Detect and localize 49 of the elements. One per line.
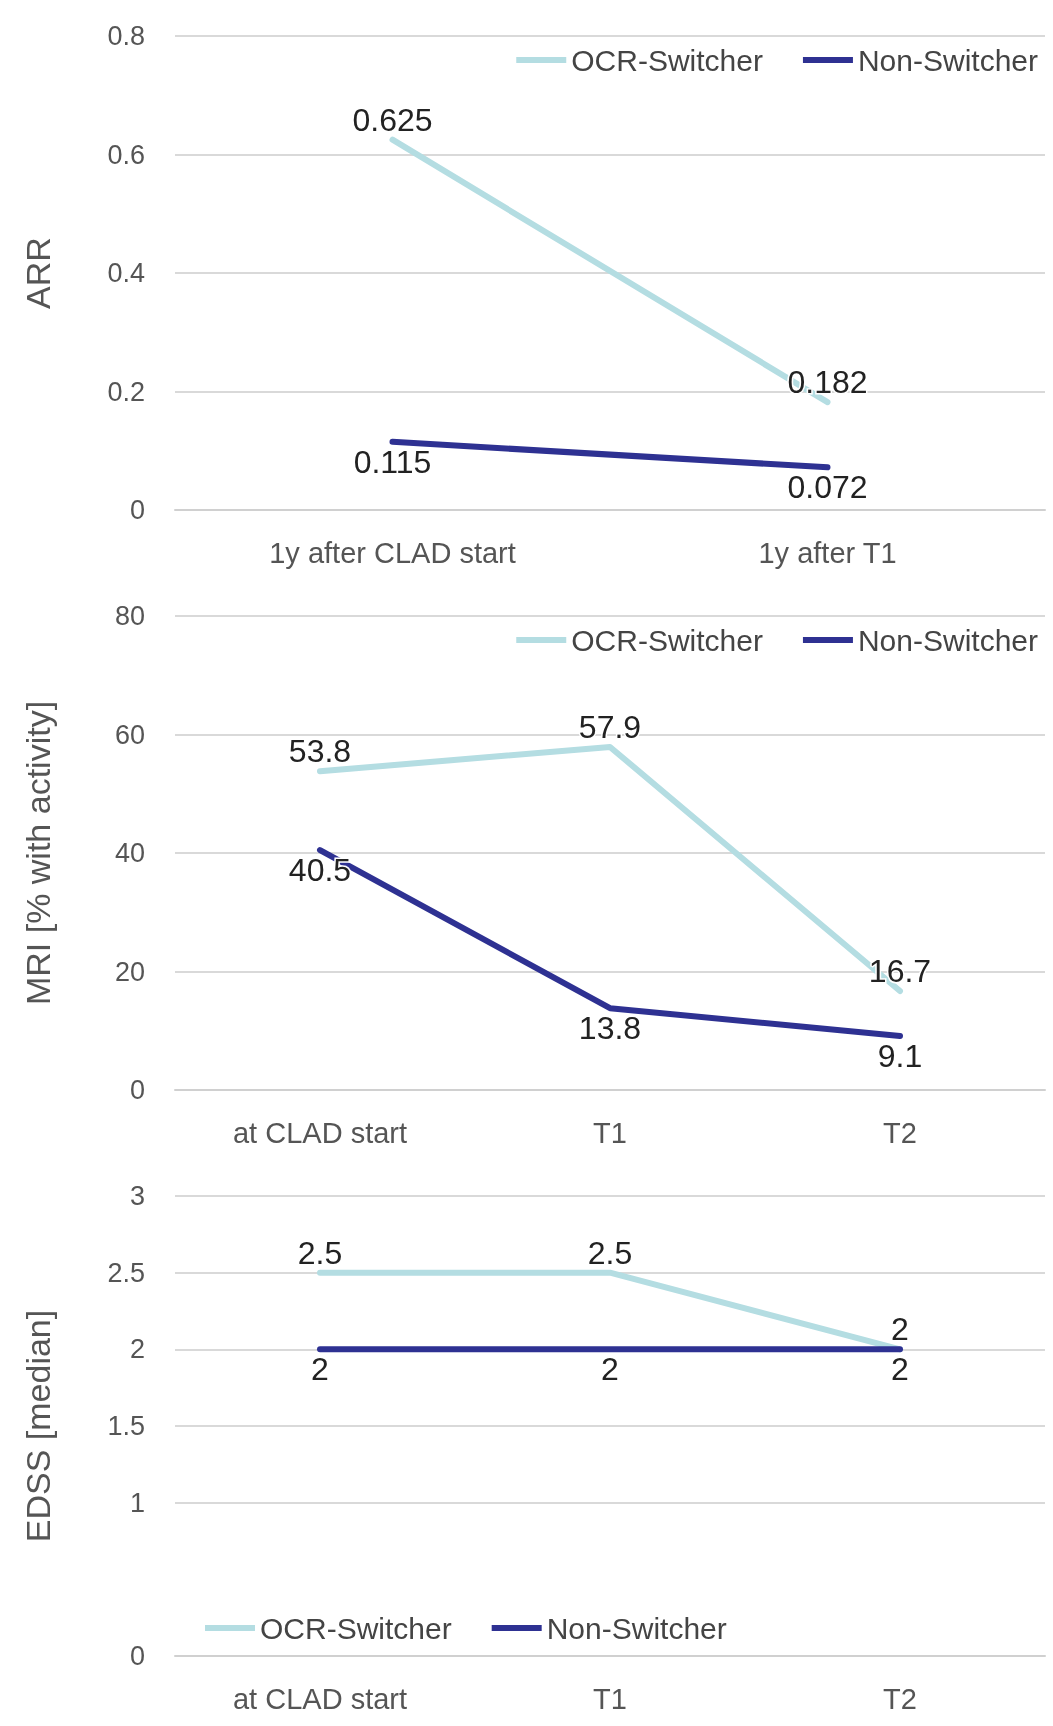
data-label: 2.5 — [587, 1234, 633, 1271]
legend-label: Non-Switcher — [546, 1611, 727, 1645]
y-tick-label: 0.6 — [107, 139, 145, 170]
x-tick-label: T1 — [593, 1682, 627, 1715]
legend-label: OCR-Switcher — [260, 1611, 452, 1645]
y-axis-title: ARR — [19, 237, 57, 309]
y-tick-label: 0 — [129, 495, 145, 525]
data-label: 0.115 — [353, 443, 432, 480]
y-tick-label: 3 — [129, 1181, 145, 1211]
y-axis-title: EDSS [median] — [19, 1309, 57, 1543]
data-label: 57.9 — [578, 708, 642, 745]
y-tick-label: 1 — [129, 1487, 145, 1518]
y-tick-label: 0 — [129, 1641, 145, 1671]
y-tick-label: 80 — [114, 601, 145, 631]
legend-label: OCR-Switcher — [571, 43, 763, 77]
x-tick-label: T2 — [883, 1682, 917, 1715]
x-tick-label: 1y after T1 — [758, 536, 897, 569]
data-label: 0.182 — [787, 364, 868, 401]
x-tick-label: 1y after CLAD start — [269, 536, 516, 569]
y-tick-label: 0.2 — [107, 376, 145, 407]
data-label: 9.1 — [877, 1038, 923, 1075]
y-tick-label: 60 — [114, 719, 145, 750]
data-label: 2 — [891, 1351, 909, 1388]
data-label: 0.625 — [352, 101, 433, 138]
y-tick-label: 40 — [114, 838, 145, 868]
legend-label: Non-Switcher — [857, 43, 1039, 77]
y-tick-label: 2 — [129, 1334, 145, 1365]
x-tick-label: at CLAD start — [232, 1116, 408, 1149]
x-tick-label: T1 — [593, 1116, 627, 1149]
y-tick-label: 0.4 — [107, 258, 145, 288]
data-label: 53.8 — [288, 733, 352, 770]
data-label: 2 — [601, 1351, 619, 1388]
data-label: 13.8 — [578, 1010, 642, 1047]
legend-label: Non-Switcher — [857, 623, 1039, 657]
y-tick-label: 0.8 — [107, 21, 145, 51]
x-tick-label: T2 — [883, 1116, 917, 1149]
data-label: 2 — [311, 1351, 329, 1388]
y-tick-label: 20 — [114, 956, 145, 987]
y-axis-title: MRI [% with activity] — [19, 700, 57, 1006]
data-label: 16.7 — [868, 953, 932, 990]
data-label: 40.5 — [288, 852, 352, 889]
x-tick-label: at CLAD start — [232, 1682, 408, 1715]
y-tick-label: 0 — [129, 1075, 145, 1105]
data-label: 2.5 — [297, 1234, 343, 1271]
y-tick-label: 1.5 — [107, 1411, 145, 1441]
legend-label: OCR-Switcher — [571, 623, 763, 657]
y-tick-label: 2.5 — [107, 1257, 145, 1288]
data-label: 0.072 — [787, 469, 868, 506]
data-label: 2 — [891, 1311, 909, 1348]
